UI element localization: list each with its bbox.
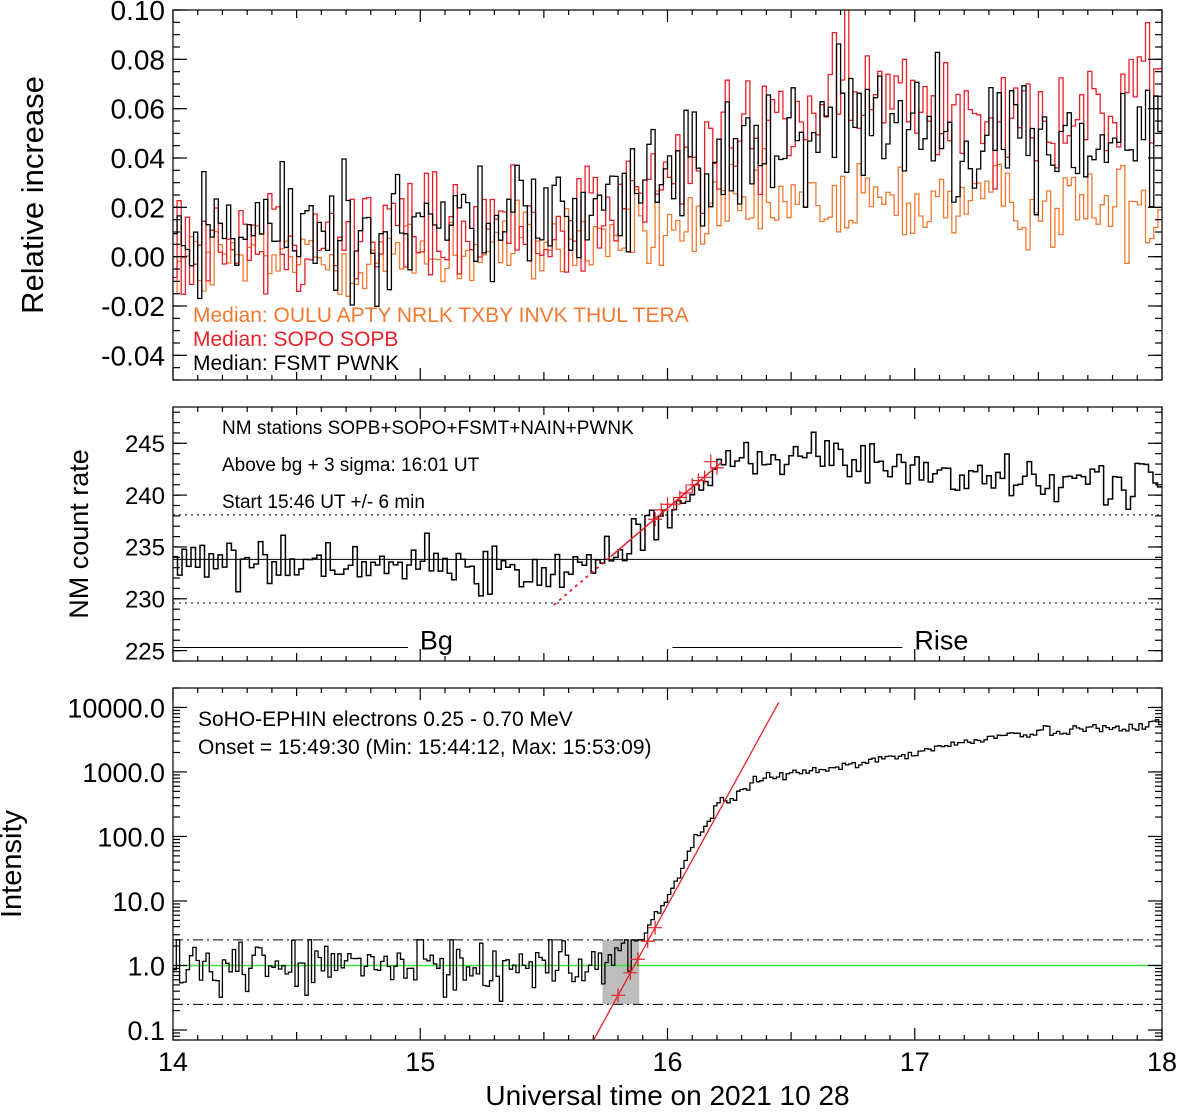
y-tick-label: 235 [125,535,165,562]
y-tick-label: 1.0 [127,951,165,981]
fit-line-extrapolated [553,555,612,606]
fit-point-marker [679,486,694,501]
fit-point-marker [630,952,645,967]
legend-entry: Median: FSMT PWNK [193,352,399,375]
y-tick-label: 10000.0 [67,693,165,723]
y-tick-label: -0.04 [101,340,165,371]
fit-point-marker [709,460,724,475]
y-tick-label: 100.0 [97,822,165,852]
legend-entry: Median: SOPO SOPB [193,328,398,351]
y-tick-label: 225 [125,638,165,665]
y-axis-label: Relative increase [15,76,50,314]
y-tick-label: 245 [125,431,165,458]
annotation: Onset = 15:49:30 (Min: 15:44:12, Max: 15… [198,736,652,759]
annotation: SoHO-EPHIN electrons 0.25 - 0.70 MeV [198,708,573,731]
nm-count-rate-panel: Bg Rise NM stations SOPB+SOPO+FSMT+NAIN+PW… [64,406,1163,665]
series-line [173,719,1162,1002]
y-tick-label: 240 [125,483,165,510]
legend-entry: Median: OULU APTY NRLK TXBY INVK THUL TE… [193,304,689,327]
fit-point-marker [691,473,706,488]
fit-point-marker [648,920,663,935]
fit-point-marker [654,502,669,517]
intensity-panel: SoHO-EPHIN electrons 0.25 - 0.70 MeV Onse… [0,687,1177,1111]
annotation: Start 15:46 UT +/- 6 min [222,492,425,513]
y-tick-label: 0.04 [111,143,166,174]
segment-label: Rise [914,626,968,656]
y-tick-label: 10.0 [112,887,165,917]
fit-point-marker [611,988,626,1003]
series-line [173,43,1162,307]
fit-point-marker [623,965,638,980]
y-tick-label: 1000.0 [82,758,165,788]
y-tick-label: 0.08 [111,44,166,75]
y-tick-label: 0.06 [111,94,166,125]
relative-increase-panel: 0.10 0.08 0.06 0.04 0.02 0.00 -0.02 -0.04 Relati… [15,0,1163,381]
y-tick-label: 0.10 [111,0,166,26]
x-tick-label: 18 [1147,1047,1177,1077]
fit-line [592,702,780,1040]
annotation: NM stations SOPB+SOPO+FSMT+NAIN+PWNK [222,418,634,439]
fit-point-marker [648,512,663,527]
x-tick-label: 17 [900,1047,930,1077]
fit-point-marker [640,934,655,949]
x-tick-label: 16 [652,1047,682,1077]
y-tick-label: 0.02 [111,192,166,223]
segment-label: Bg [420,626,453,656]
x-tick-label: 15 [405,1047,435,1077]
series-line [173,431,1162,597]
annotation: Above bg + 3 sigma: 16:01 UT [222,455,480,476]
y-axis-label: NM count rate [64,449,94,619]
fit-point-marker [666,497,681,512]
y-tick-label: 0.00 [111,242,166,273]
x-axis-label: Universal time on 2021 10 28 [485,1080,849,1111]
plot-frame [172,406,1163,662]
y-axis-label: Intensity [0,810,28,918]
y-tick-label: -0.02 [101,291,165,322]
x-tick-label: 14 [158,1047,188,1077]
y-tick-label: 230 [125,586,165,613]
fit-point-marker [703,454,718,469]
y-tick-label: 0.1 [127,1016,165,1046]
series-line [173,10,1162,295]
fit-point-marker [697,470,712,485]
